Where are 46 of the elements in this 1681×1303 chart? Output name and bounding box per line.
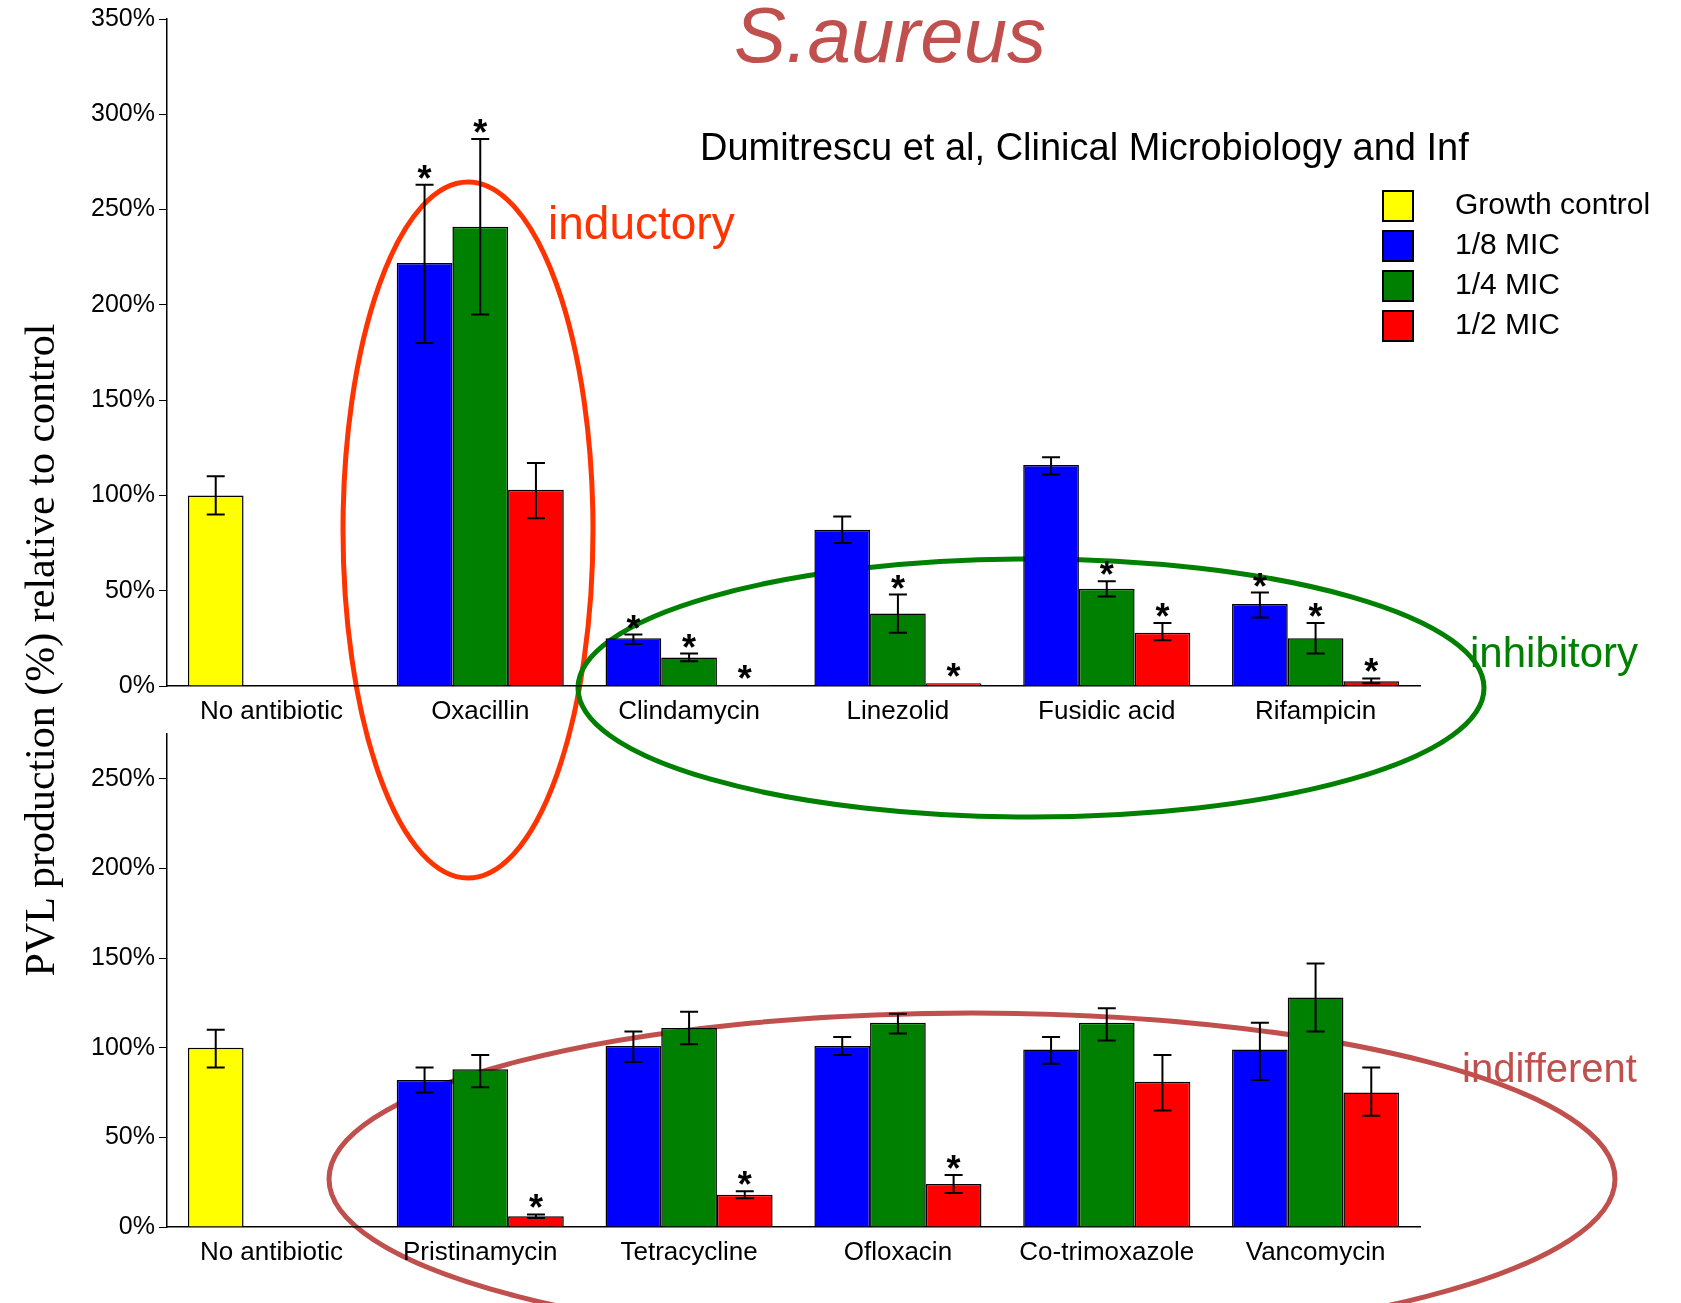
- y-tick-label: 50%: [104, 574, 155, 603]
- data-label: *: [1364, 651, 1379, 693]
- y-tick-label: 300%: [91, 98, 155, 127]
- data-label: *: [1308, 596, 1323, 638]
- data-label: *: [473, 112, 488, 154]
- data-label: *: [417, 157, 432, 199]
- data-label: *: [737, 1164, 752, 1206]
- x-tick-label: Rifampicin: [1254, 694, 1377, 725]
- x-tick-label: Fusidic acid: [1038, 694, 1176, 725]
- legend-label: Growth control: [1455, 187, 1651, 221]
- x-tick-label: Vancomycin: [1245, 1235, 1386, 1266]
- x-tick-label: Tetracycline: [620, 1235, 758, 1266]
- y-axis-title: PVL production (%) relative to control: [17, 322, 63, 979]
- y-tick-label: 200%: [91, 852, 155, 881]
- x-tick-label: Oxacillin: [431, 694, 530, 725]
- x-tick-label: No antibiotic: [199, 1235, 343, 1266]
- data-label: *: [528, 1187, 543, 1229]
- x-tick-label: Ofloxacin: [843, 1235, 953, 1266]
- text: Dumitrescu et al, Clinical Microbiology and Inf: [700, 126, 1469, 168]
- data-label: *: [890, 567, 905, 609]
- y-tick-label: 250%: [91, 762, 155, 791]
- y-tick-label: 100%: [91, 479, 155, 508]
- y-tick-label: 150%: [91, 941, 155, 970]
- text: indifferent: [1462, 1046, 1637, 1090]
- y-tick-label: 200%: [91, 288, 155, 317]
- y-tick-label: 350%: [91, 2, 155, 31]
- legend-label: 1/2 MIC: [1455, 307, 1561, 341]
- data-label: *: [626, 607, 641, 649]
- data-label: *: [1099, 554, 1114, 596]
- legend-label: 1/4 MIC: [1455, 267, 1561, 301]
- chart-title: S.aureus: [732, 0, 1048, 79]
- y-tick-label: 100%: [91, 1031, 155, 1060]
- y-tick-label: 50%: [104, 1121, 155, 1150]
- y-tick-label: 0%: [118, 1210, 155, 1239]
- x-tick-label: Co-trimoxazole: [1019, 1235, 1195, 1266]
- x-tick-label: No antibiotic: [199, 694, 343, 725]
- legend-label: 1/8 MIC: [1455, 227, 1561, 261]
- data-label: *: [682, 626, 697, 668]
- x-tick-label: Pristinamycin: [402, 1235, 558, 1266]
- y-tick-label: 150%: [91, 384, 155, 413]
- text: inhibitory: [1470, 629, 1639, 676]
- annotation: inductory: [548, 197, 735, 249]
- y-tick-label: 250%: [91, 193, 155, 222]
- data-label: *: [1155, 596, 1170, 638]
- data-label: *: [946, 1148, 961, 1190]
- y-tick-label: 0%: [118, 669, 155, 698]
